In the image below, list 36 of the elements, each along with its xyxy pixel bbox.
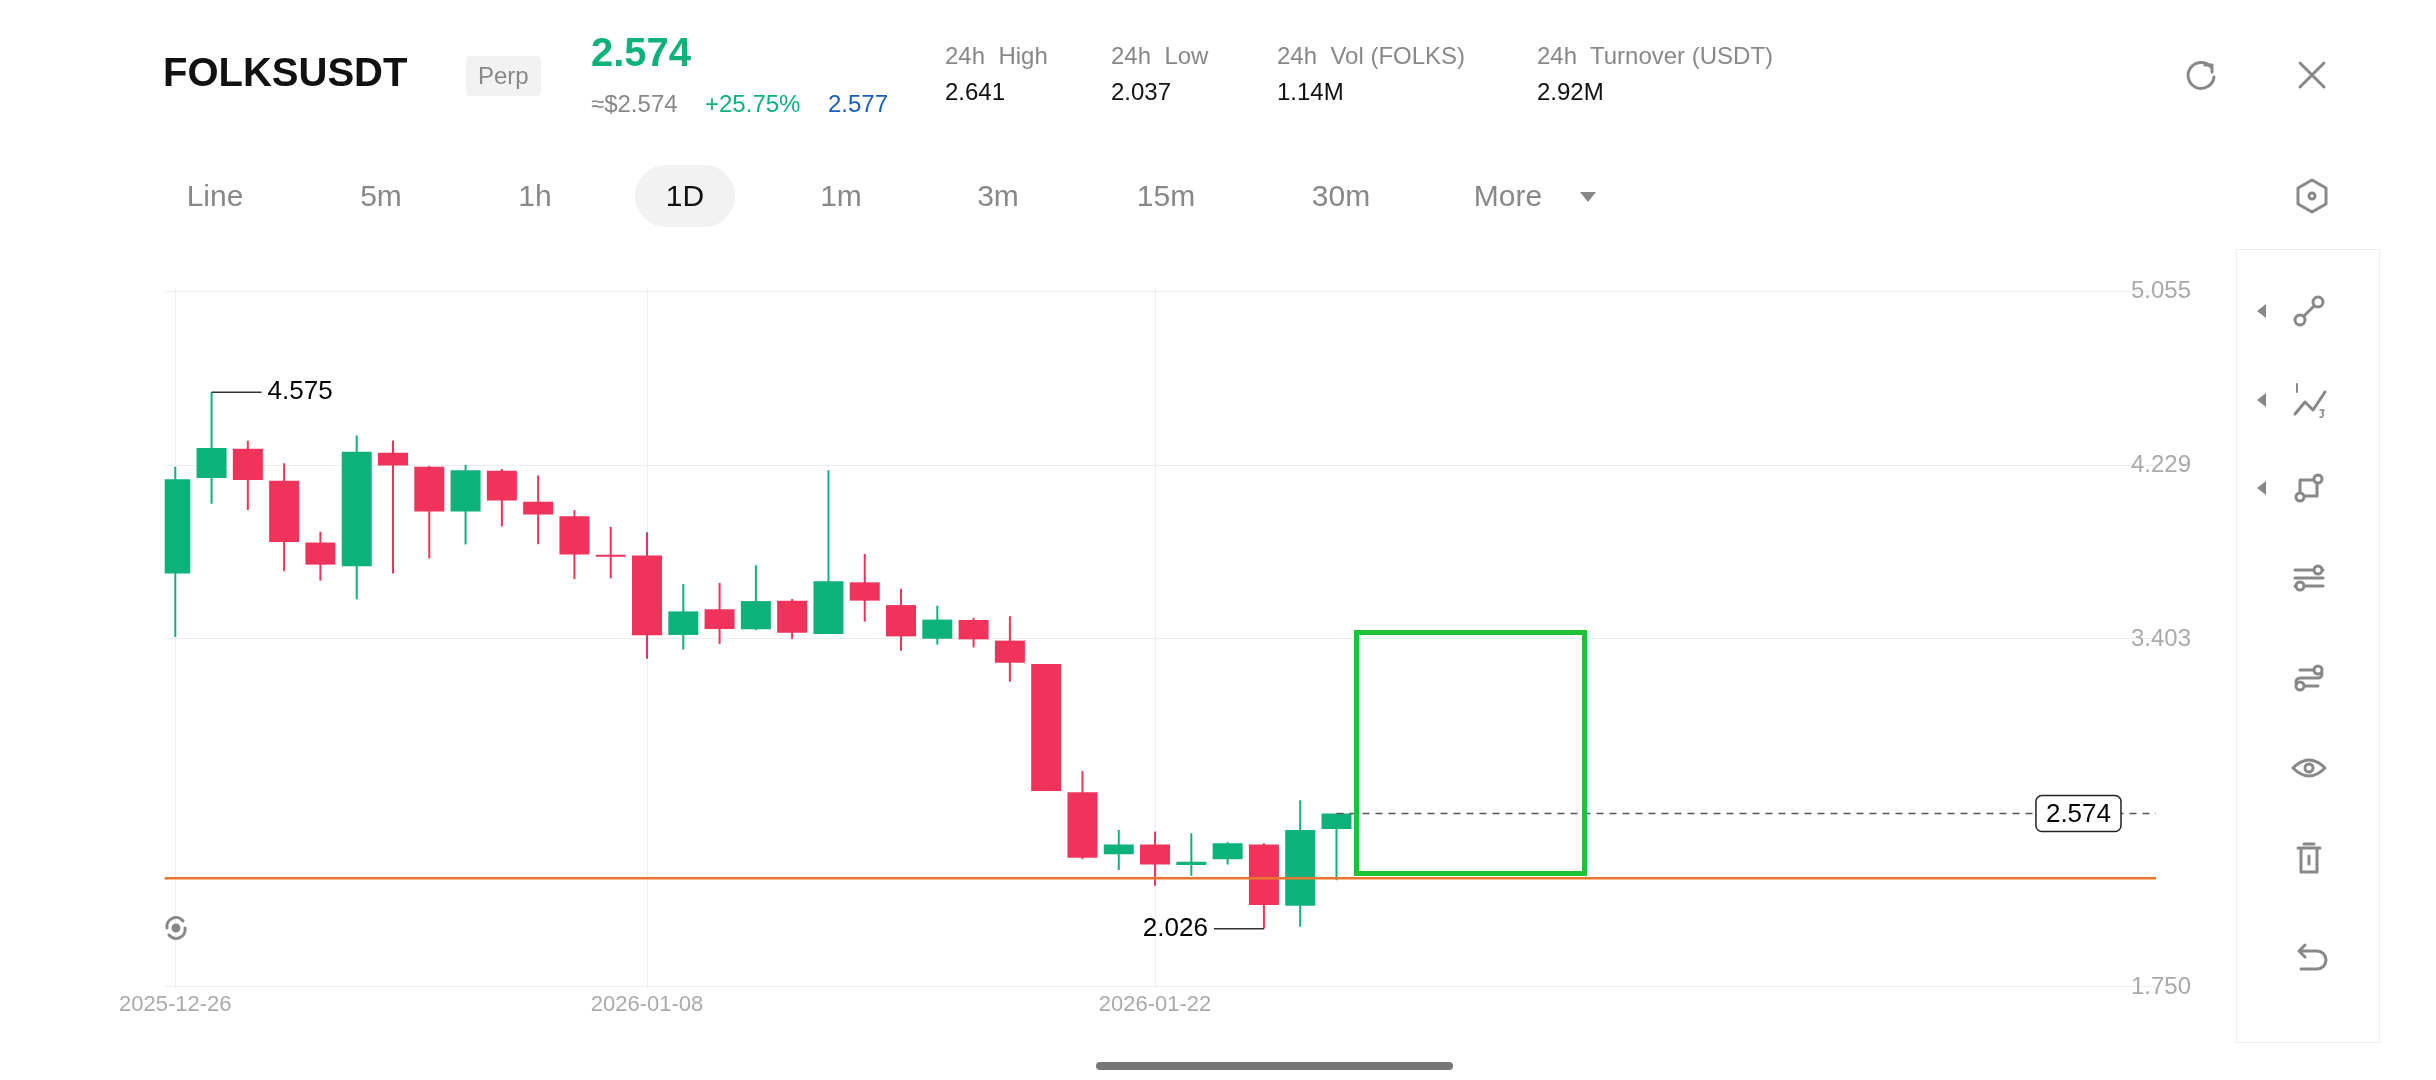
text: 2.577 <box>828 90 889 118</box>
y-tick-label: 4.229 <box>2130 449 2191 477</box>
y-tick-label: 3.403 <box>2130 623 2191 651</box>
x-tick-label: 2026-01-22 <box>1098 990 1212 1016</box>
text: 1D <box>635 165 735 227</box>
text: 1m <box>819 178 863 214</box>
text: More <box>1472 178 1544 214</box>
y-tick-label: 5.055 <box>2130 275 2191 303</box>
candlestick <box>1103 828 1134 872</box>
text: 2.92M <box>1537 78 1604 106</box>
text: 5m <box>359 178 403 214</box>
text: 2.574 <box>591 30 692 75</box>
text: 15m <box>1135 178 1197 214</box>
annotation: 2.026 <box>1142 911 1208 942</box>
x-tick-label: 2026-01-08 <box>590 990 704 1016</box>
text: ≈$2.574 <box>591 90 678 118</box>
text: 1h <box>517 178 553 214</box>
candlestick <box>378 439 408 575</box>
text: 2.037 <box>1111 78 1172 106</box>
text: 3m <box>976 178 1020 214</box>
y-tick-label: 1.750 <box>2130 971 2191 999</box>
text: 24h Turnover (USDT) <box>1537 42 1774 70</box>
ref-line-label: 2.574 <box>2045 797 2112 828</box>
text: Perp <box>466 56 541 96</box>
x-tick-label: 2025-12-26 <box>118 990 232 1016</box>
text: 24h Low <box>1111 42 1209 70</box>
text: 24h High <box>945 42 1048 70</box>
text: 24h Vol (FOLKS) <box>1277 42 1466 70</box>
annotation: 4.575 <box>267 375 333 406</box>
candlestick <box>595 525 626 580</box>
text: 30m <box>1310 178 1372 214</box>
text: +25.75% <box>705 90 801 118</box>
text: 1.14M <box>1277 78 1344 106</box>
text: 2.641 <box>945 78 1006 106</box>
chart-title: FOLKSUSDT <box>163 50 408 95</box>
text: Line <box>185 178 245 214</box>
